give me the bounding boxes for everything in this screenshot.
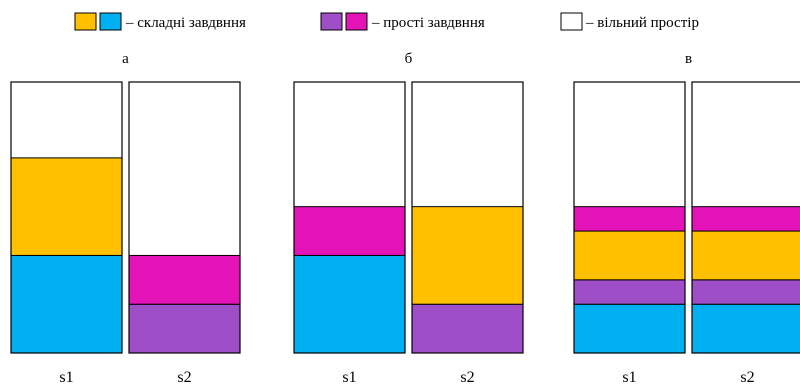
task-block-magenta [573,206,686,232]
legend-complex-label: – складні завдвння [125,15,246,31]
legend-simple: – прості завдвння [320,12,485,31]
task-block-cyan [573,303,686,354]
server-outline [10,81,123,354]
server-s1: s1 [293,81,406,386]
legend-free: – вільний простір [560,12,699,31]
panel-2: б s1 s2 [293,51,524,386]
server-s1: s1 [10,81,123,386]
panels: а s1 s2 б s1 s2 в s1 s2 [10,51,800,386]
task-block-purple [691,279,800,305]
server-label: s2 [460,369,474,386]
server-label: s1 [342,369,356,386]
legend-swatch-simple-magenta [345,12,368,31]
task-block-magenta [691,206,800,232]
task-block-cyan [10,254,123,354]
legend-free-label: – вільний простір [585,15,699,31]
server-outline [293,81,406,354]
task-block-purple [573,279,686,305]
server-outline [573,81,686,354]
legend: – складні завдвння – прості завдвння – в… [74,12,699,31]
task-block-yellow [411,206,524,305]
legend-swatch-complex-cyan [99,12,122,31]
legend-swatch-simple-purple [320,12,343,31]
legend-swatch-free [560,12,583,31]
server-outline [128,81,241,354]
server-s1: s1 [573,81,686,386]
server-s2: s2 [411,81,524,386]
server-outline [691,81,800,354]
server-label: s2 [177,369,191,386]
task-block-yellow [573,230,686,281]
server-s2: s2 [128,81,241,386]
server-outline [411,81,524,354]
task-block-cyan [293,254,406,354]
legend-complex: – складні завдвння [74,12,246,31]
task-block-magenta [128,254,241,305]
task-block-magenta [293,206,406,256]
panel-3: в s1 s2 [573,51,800,386]
task-block-purple [128,303,241,354]
panel-label: а [122,51,129,67]
server-label: s1 [622,369,636,386]
task-block-yellow [10,157,123,256]
server-label: s1 [59,369,73,386]
server-s2: s2 [691,81,800,386]
panel-label: в [685,51,692,67]
legend-simple-label: – прості завдвння [371,15,485,31]
legend-swatch-complex-yellow [74,12,97,31]
server-label: s2 [740,369,754,386]
task-block-purple [411,303,524,354]
task-block-cyan [691,303,800,354]
panel-1: а s1 s2 [10,51,241,386]
panel-label: б [405,51,413,67]
task-block-yellow [691,230,800,281]
